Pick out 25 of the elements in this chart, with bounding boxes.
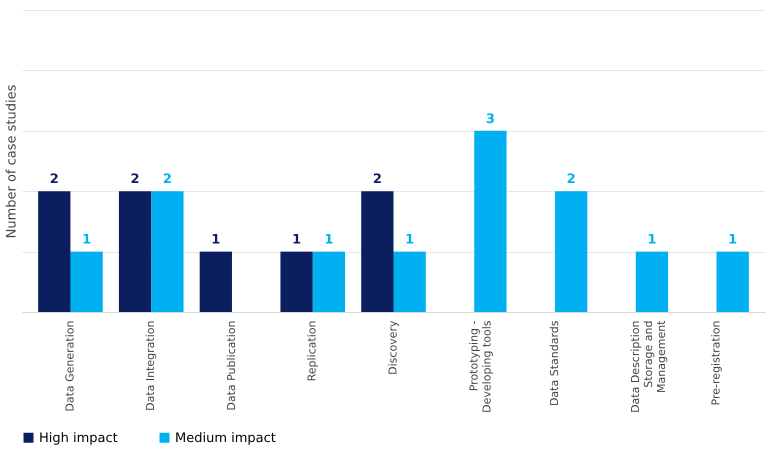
data-label: 1	[82, 232, 92, 248]
x-tick-label: Replication	[306, 320, 319, 382]
y-axis-title: Number of case studies	[4, 84, 20, 238]
data-label: 1	[324, 232, 334, 248]
data-label: 1	[211, 232, 220, 248]
data-label: 3	[486, 112, 495, 127]
data-label: 2	[50, 172, 59, 188]
x-tick-label: Data Generation	[63, 320, 76, 412]
data-label: 1	[292, 232, 302, 248]
x-tick-label: Data Publication	[224, 320, 238, 411]
x-tick-label: Data Standards	[548, 320, 562, 406]
data-label: 1	[647, 232, 656, 248]
x-tick-label: Discovery	[386, 320, 400, 375]
legend-label: High impact	[39, 430, 118, 446]
data-label: 1	[405, 232, 414, 248]
data-label: 2	[566, 172, 576, 188]
x-tick-label: Prototyping - Developing tools	[467, 320, 494, 413]
data-label: 2	[372, 172, 382, 188]
data-label: 2	[130, 172, 140, 188]
x-tick-label: Data Integration	[144, 320, 158, 411]
x-tick-label: Pre-registration	[710, 320, 723, 406]
data-label: 1	[728, 232, 738, 248]
x-tick-label: Data Description Storage and Management	[628, 320, 668, 413]
legend-label: Medium impact	[175, 430, 276, 446]
data-label: 2	[162, 172, 172, 188]
